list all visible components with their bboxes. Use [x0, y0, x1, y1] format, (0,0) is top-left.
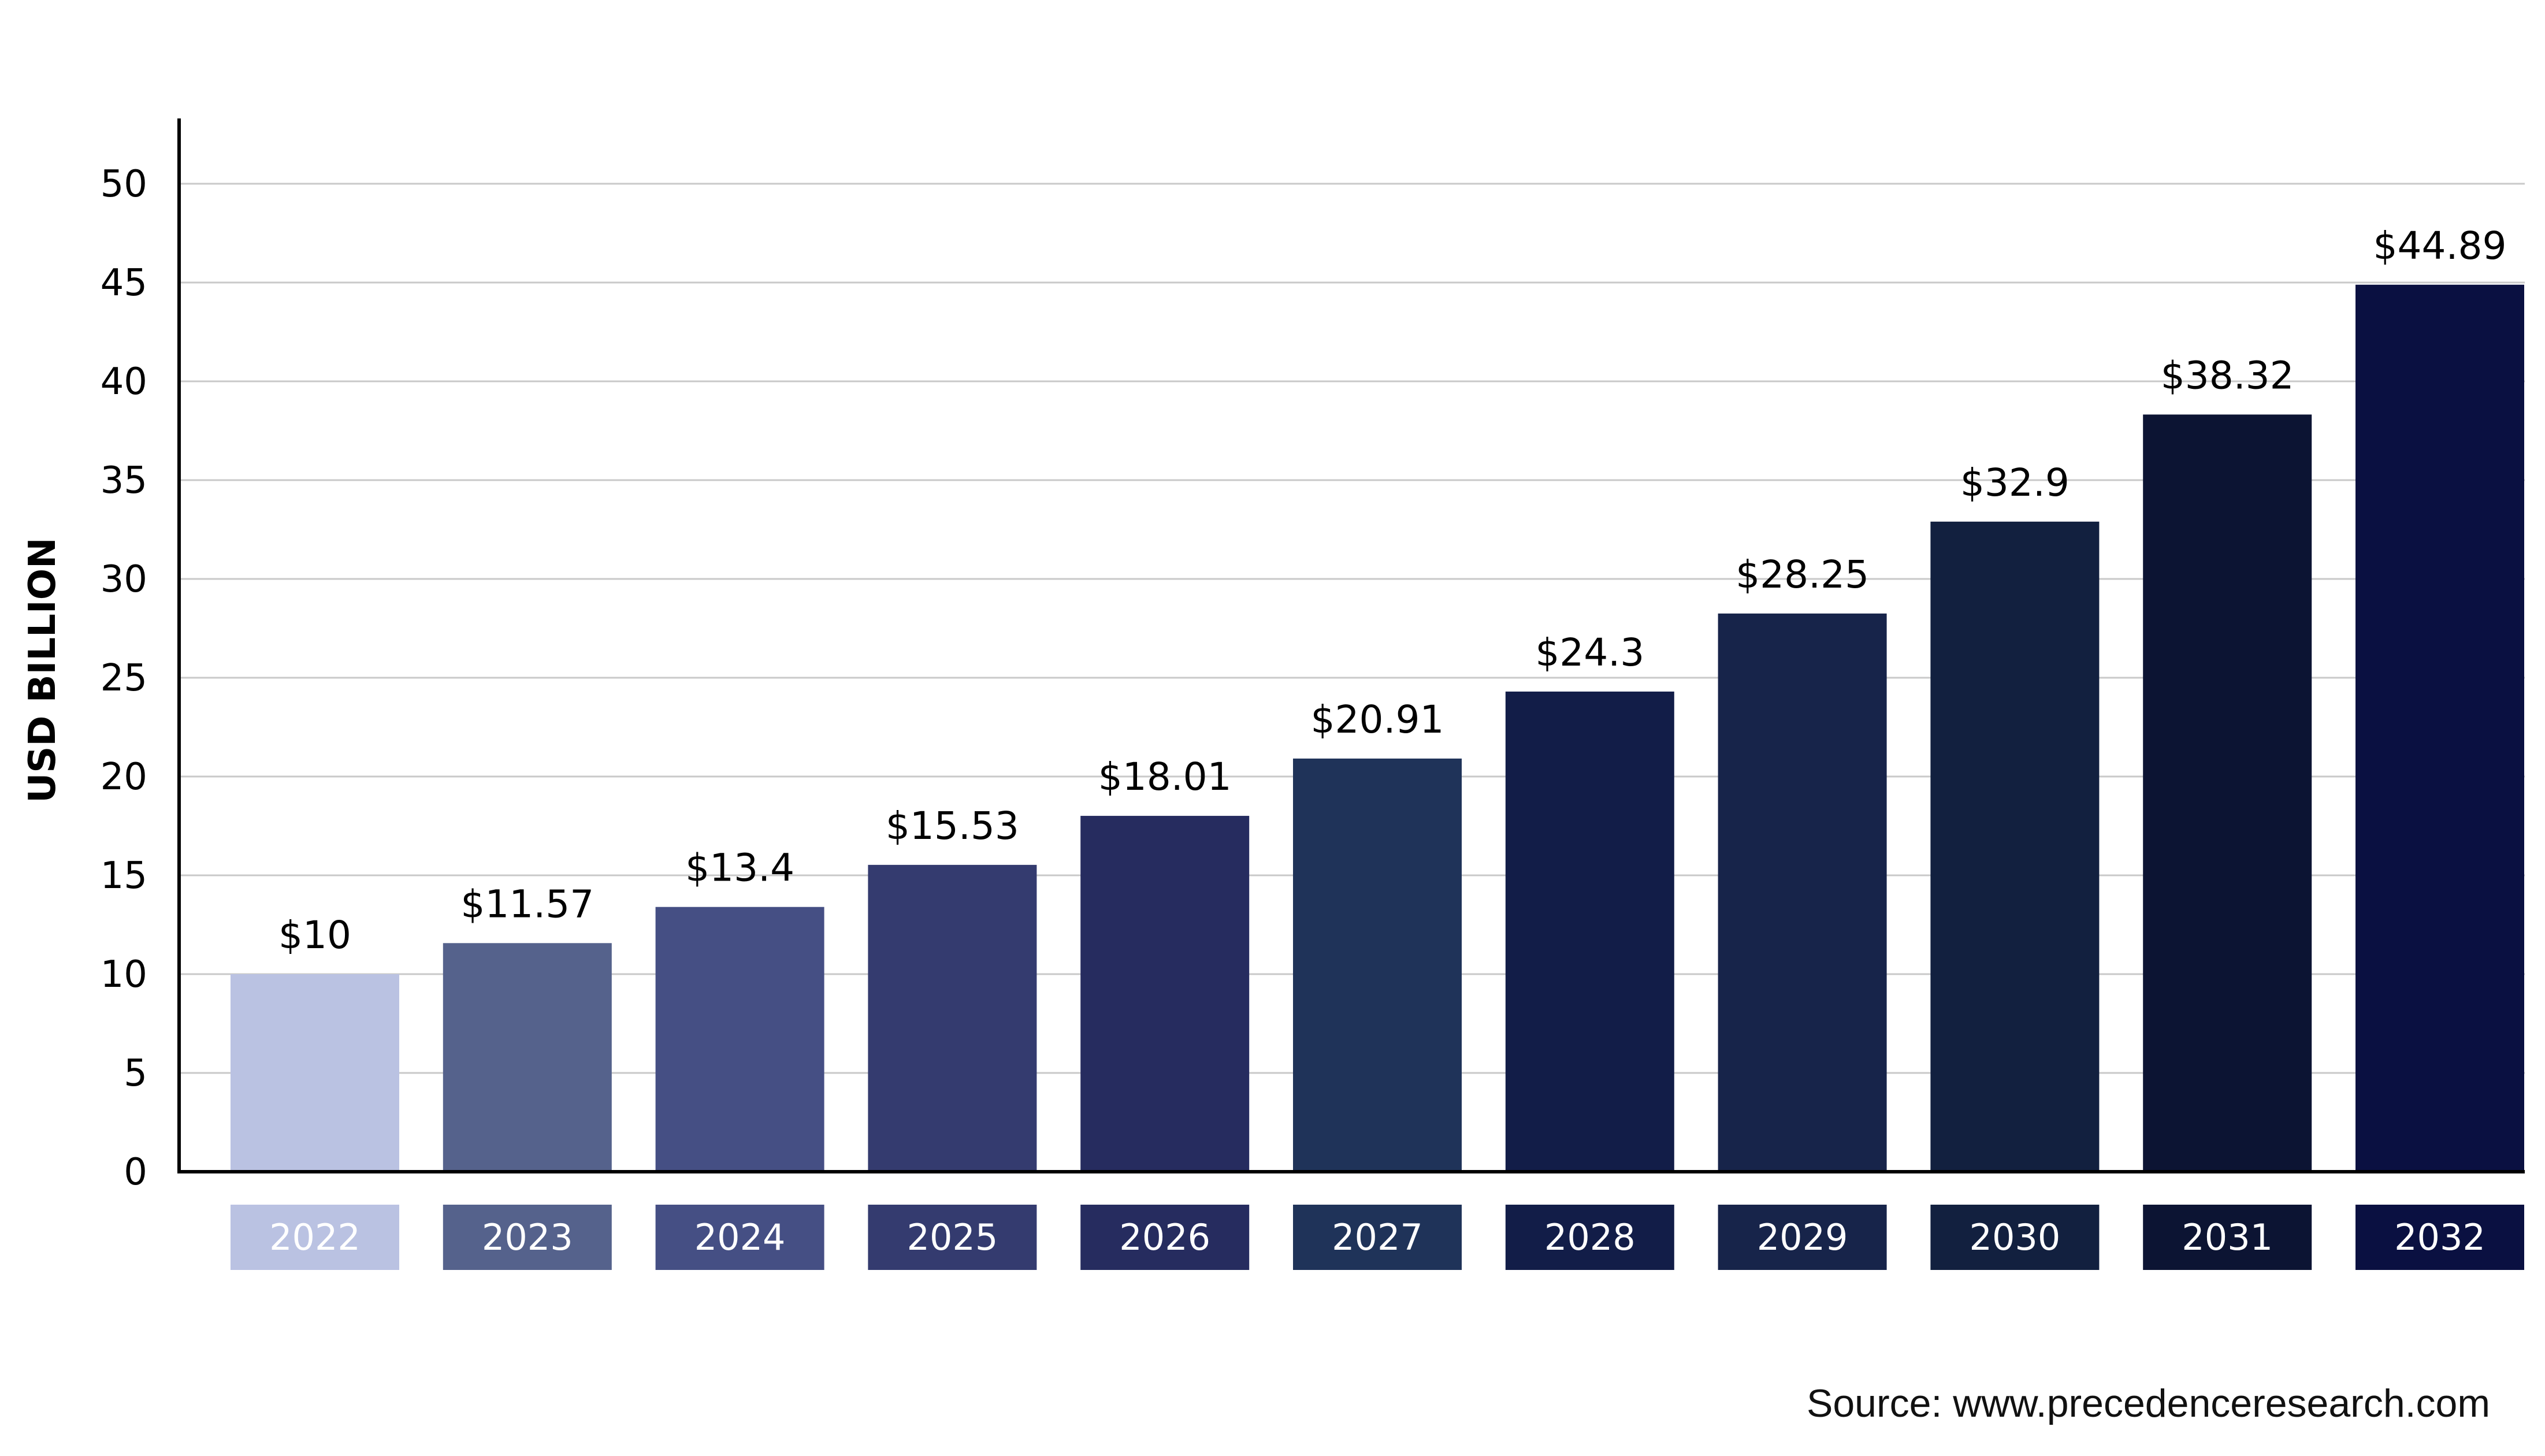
- category-label-2026: 2026: [1119, 1216, 1210, 1258]
- bar-2023: [443, 943, 612, 1172]
- category-label-2024: 2024: [694, 1216, 786, 1258]
- value-label-2031: $38.32: [2161, 353, 2294, 398]
- category-label-2027: 2027: [1332, 1216, 1423, 1258]
- y-tick-label: 40: [101, 361, 147, 403]
- y-tick-label: 5: [124, 1052, 147, 1095]
- category-label-2031: 2031: [2182, 1216, 2273, 1258]
- bar-2024: [655, 907, 824, 1172]
- value-label-2029: $28.25: [1736, 552, 1869, 597]
- category-label-2030: 2030: [1970, 1216, 2061, 1258]
- source-note: Source: www.precedenceresearch.com: [1807, 1381, 2490, 1425]
- bar-2032: [2355, 284, 2524, 1172]
- y-tick-label: 30: [101, 558, 147, 601]
- y-tick-label: 25: [101, 657, 147, 700]
- bar-2031: [2143, 414, 2312, 1172]
- category-label-2022: 2022: [269, 1216, 361, 1258]
- y-tick-label: 0: [124, 1151, 147, 1194]
- bar-2027: [1293, 758, 1462, 1172]
- category-box-2024: [655, 1205, 824, 1270]
- category-box-2032: [2355, 1205, 2524, 1270]
- value-label-2030: $32.9: [1960, 460, 2070, 505]
- category-label-2025: 2025: [907, 1216, 998, 1258]
- y-axis-ticks: 0 5 10 15 20 25 30 35 40 45 50: [101, 163, 147, 1194]
- bars: [231, 284, 2524, 1172]
- bar-2026: [1080, 816, 1250, 1172]
- y-tick-label: 35: [101, 459, 147, 502]
- y-tick-label: 10: [101, 953, 147, 996]
- category-box-2027: [1293, 1205, 1462, 1270]
- category-box-2030: [1930, 1205, 2100, 1270]
- value-label-2026: $18.01: [1098, 755, 1232, 799]
- category-box-2023: [443, 1205, 612, 1270]
- bar-2030: [1930, 521, 2100, 1172]
- value-label-2027: $20.91: [1311, 697, 1444, 742]
- value-labels: $10 $11.57 $13.4 $15.53 $18.01 $20.91 $24.3 $28…: [278, 224, 2506, 957]
- value-label-2024: $13.4: [685, 846, 794, 890]
- category-box-2025: [868, 1205, 1037, 1270]
- bar-2022: [231, 974, 399, 1172]
- value-label-2028: $24.3: [1535, 630, 1644, 675]
- y-tick-label: 15: [101, 855, 147, 897]
- y-tick-label: 45: [101, 262, 147, 304]
- category-label-2023: 2023: [482, 1216, 573, 1258]
- value-label-2032: $44.89: [2373, 224, 2507, 268]
- value-label-2023: $11.57: [460, 882, 594, 926]
- category-label-2032: 2032: [2394, 1216, 2485, 1258]
- category-box-2031: [2143, 1205, 2312, 1270]
- y-tick-label: 20: [101, 756, 147, 798]
- value-label-2025: $15.53: [886, 804, 1019, 848]
- category-box-2028: [1505, 1205, 1674, 1270]
- bar-2025: [868, 864, 1037, 1172]
- bar-2028: [1505, 691, 1674, 1172]
- category-box-2026: [1080, 1205, 1250, 1270]
- category-label-2028: 2028: [1544, 1216, 1636, 1258]
- x-axis-categories: 2022 2023 2024 2025 2026 2027 2028 2029 2030 2031…: [231, 1205, 2524, 1270]
- category-box-2022: [231, 1205, 399, 1270]
- value-label-2022: $10: [278, 913, 351, 957]
- category-label-2029: 2029: [1757, 1216, 1848, 1258]
- bar-2029: [1718, 613, 1887, 1172]
- category-box-2029: [1718, 1205, 1887, 1270]
- y-axis-title: USD BILLION: [21, 537, 64, 803]
- y-tick-label: 50: [101, 163, 147, 206]
